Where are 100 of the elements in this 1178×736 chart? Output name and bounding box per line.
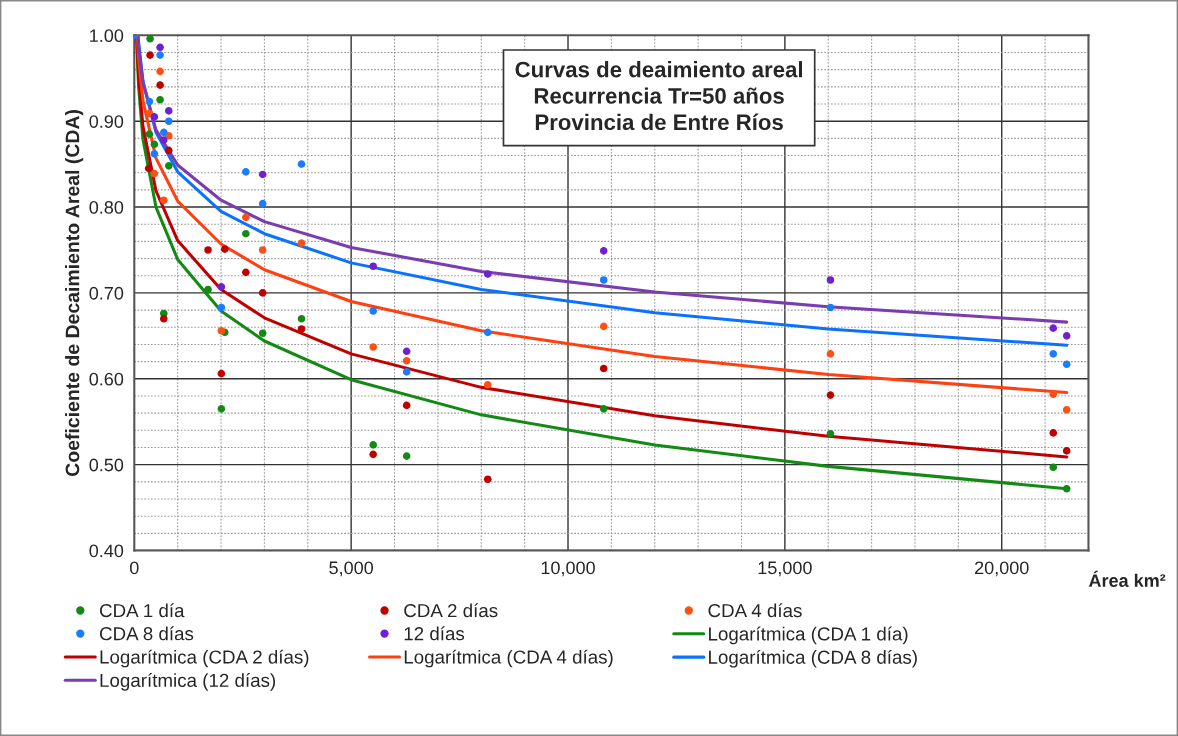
point xyxy=(369,450,377,459)
point xyxy=(156,51,164,59)
point xyxy=(369,343,377,351)
point xyxy=(1049,463,1058,472)
text: Curvas de deaimiento areal Recurrencia Tr=50 años Provincia de Entre Ríos xyxy=(515,61,803,131)
x-tick-label: 0 xyxy=(129,561,139,575)
point xyxy=(164,162,173,170)
legend-label: Logarítmica (12 días) xyxy=(100,673,276,691)
point xyxy=(164,107,173,115)
point xyxy=(258,329,267,338)
y-tick-label: 0.60 xyxy=(89,372,124,386)
y-tick-label: 1.00 xyxy=(90,29,124,43)
y-tick-label: 0.50 xyxy=(89,458,124,472)
point xyxy=(258,246,267,254)
y-tick-label: 0.40 xyxy=(89,544,124,558)
point xyxy=(369,262,377,271)
point xyxy=(599,247,608,255)
point xyxy=(258,170,267,179)
point xyxy=(402,356,411,365)
point xyxy=(258,199,267,208)
point xyxy=(156,67,164,76)
legend-label: CDA 1 día xyxy=(99,603,185,618)
point xyxy=(402,347,411,356)
point xyxy=(1062,447,1071,455)
x-axis-title: Área km² xyxy=(1088,570,1166,587)
point xyxy=(156,95,164,104)
y-tick-label: 0.80 xyxy=(89,201,124,214)
point xyxy=(217,369,226,378)
point xyxy=(146,35,154,43)
point xyxy=(1062,332,1071,340)
point xyxy=(826,350,835,358)
y-tick-label: 0.70 xyxy=(89,286,124,300)
point xyxy=(402,452,411,460)
point xyxy=(826,303,835,312)
point xyxy=(220,245,229,253)
legend-label: Logarítmica (CDA 1 día) xyxy=(709,626,908,645)
point xyxy=(826,276,835,284)
point xyxy=(599,405,608,413)
point xyxy=(217,405,226,413)
point xyxy=(146,51,154,59)
point xyxy=(826,429,835,438)
point xyxy=(599,276,608,284)
point xyxy=(1049,429,1058,437)
point xyxy=(164,117,173,125)
point xyxy=(483,381,492,389)
x-tick-label: 10,000 xyxy=(541,561,595,577)
point xyxy=(217,283,226,291)
legend-label: Logarítmica (CDA 8 días) xyxy=(709,649,917,668)
point xyxy=(242,168,250,176)
point xyxy=(150,169,159,178)
point xyxy=(1049,390,1058,399)
point xyxy=(159,128,168,137)
legend-label: 12 días xyxy=(404,626,465,641)
point xyxy=(150,113,159,121)
point xyxy=(483,328,492,337)
legend-label: Logarítmica (CDA 4 días) xyxy=(404,649,613,668)
point xyxy=(145,130,154,138)
point xyxy=(369,441,377,449)
point xyxy=(156,81,164,89)
legend-label: CDA 8 días xyxy=(99,626,194,641)
point xyxy=(297,160,306,168)
legend-label: CDA 4 días xyxy=(708,603,802,618)
point xyxy=(1049,350,1058,358)
point xyxy=(159,136,168,144)
point xyxy=(1062,484,1071,493)
x-tick-label: 15,000 xyxy=(758,561,812,577)
point xyxy=(217,303,226,312)
point xyxy=(402,401,411,410)
point xyxy=(1049,324,1058,332)
point xyxy=(297,314,306,323)
point xyxy=(402,368,411,376)
legend-label: Logarítmica (CDA 2 días) xyxy=(100,649,309,668)
point xyxy=(1062,360,1071,368)
point xyxy=(483,475,492,484)
point xyxy=(144,164,153,173)
point xyxy=(258,289,267,297)
point xyxy=(145,97,154,106)
point xyxy=(204,246,212,254)
point xyxy=(242,229,250,238)
point xyxy=(159,196,168,204)
point xyxy=(159,314,168,323)
point xyxy=(164,146,173,155)
point xyxy=(297,239,306,247)
point xyxy=(297,325,306,333)
point xyxy=(826,391,835,399)
point xyxy=(242,213,250,222)
point xyxy=(599,322,608,331)
x-tick-label: 20,000 xyxy=(975,561,1029,577)
point xyxy=(204,285,212,294)
legend-label: CDA 2 días xyxy=(404,603,498,618)
y-tick-label: 0.90 xyxy=(89,115,124,128)
x-tick-label: 5,000 xyxy=(329,561,374,577)
point xyxy=(150,140,159,149)
point xyxy=(242,268,250,277)
y-axis-title: Coeficiente de Decaimiento Areal (CDA) xyxy=(65,110,84,476)
point xyxy=(483,270,492,278)
point xyxy=(150,150,159,158)
point xyxy=(156,43,164,52)
point xyxy=(369,307,377,315)
point xyxy=(599,364,608,373)
